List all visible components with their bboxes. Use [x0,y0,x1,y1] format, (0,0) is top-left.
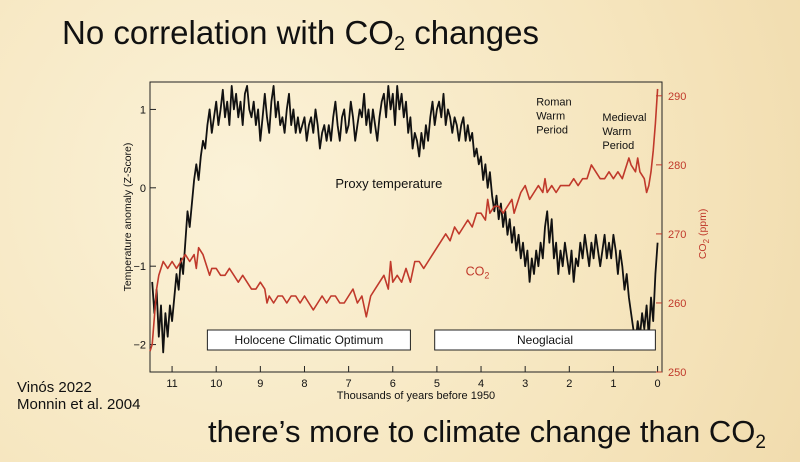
annotation-co2-label: CO2 [466,264,490,280]
period-bar [206,329,411,351]
annotation-line: Period [536,125,568,137]
x-tick-label: 10 [210,378,222,390]
x-tick-label: 2 [566,378,572,390]
y-right-tick-label: 250 [668,367,686,379]
x-tick-label: 7 [346,378,352,390]
slide-title-subscript: 2 [393,33,406,55]
period-bar [434,329,656,351]
x-tick-label: 5 [434,378,440,390]
citation-line-2: Monnin et al. 2004 [17,396,141,413]
annotation-line: Period [602,140,634,152]
slide-tagline: there’s more to climate change than CO2 [208,414,766,454]
y-right-tick-label: 290 [668,91,686,103]
slide-tagline-subscript: 2 [755,432,766,453]
x-tick-label: 8 [301,378,307,390]
slide-tagline-main: there’s more to climate change than CO [208,414,756,449]
x-tick-label: 11 [166,378,177,390]
y-left-tick-label: 1 [140,104,146,116]
y-left-tick-label: −2 [133,340,146,352]
x-tick-label: 4 [478,378,484,390]
y-left-axis-label: Temperature anomaly (Z-Score) [122,143,134,292]
y-right-tick-label: 280 [668,160,686,172]
y-left-tick-label: 0 [140,183,146,195]
annotation-line: Warm [602,126,631,138]
x-tick-label: 1 [610,378,616,390]
y-right-tick-label: 260 [668,298,686,310]
annotation-line: Medieval [602,112,646,124]
y-left-tick-label: −1 [133,261,146,273]
citation: Vinós 2022 Monnin et al. 2004 [17,379,140,413]
series-line-co2 [149,88,659,352]
x-tick-label: 6 [390,378,396,390]
series-line-temperature [151,85,659,354]
y-right-axis-label: CO2 (ppm) [697,209,711,260]
slide-title-main: No correlation with CO [62,14,394,51]
plot-frame [149,81,663,373]
period-bar-label: Neoglacial [517,333,573,347]
period-bar-label: Holocene Climatic Optimum [235,333,384,347]
x-axis-label: Thousands of years before 1950 [337,390,495,402]
slide-title: No correlation with CO2 changes [62,14,539,56]
annotation-line: Warm [536,111,565,123]
citation-line-1: Vinós 2022 [17,379,92,396]
annotation-line: Roman [536,97,571,109]
y-right-tick-label: 270 [668,229,686,241]
annotation-label: Proxy temperature [335,176,442,191]
x-tick-label: 9 [257,378,263,390]
slide-title-end: changes [405,14,540,51]
x-tick-label: 3 [522,378,528,390]
x-tick-label: 0 [655,378,661,390]
